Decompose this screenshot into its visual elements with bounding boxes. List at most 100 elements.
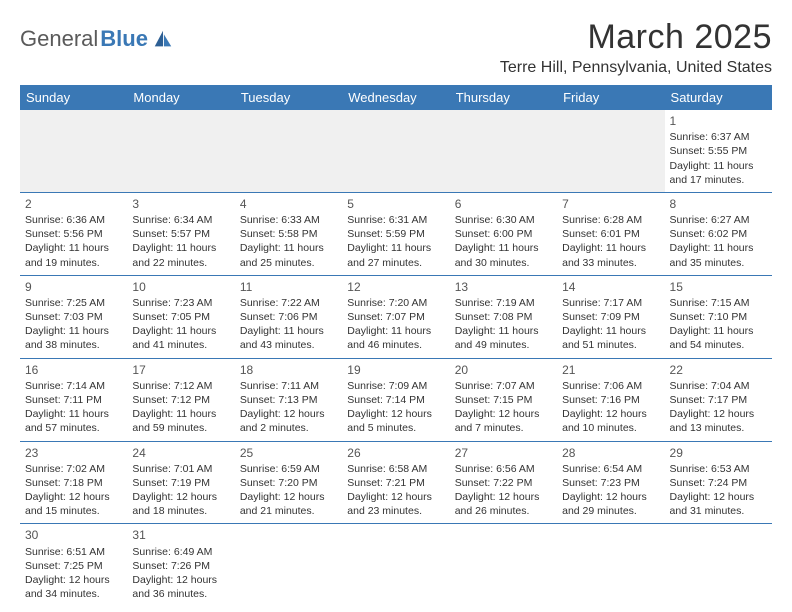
- daylight-text: Daylight: 12 hours and 10 minutes.: [562, 407, 659, 435]
- day-number: 3: [132, 196, 229, 212]
- weekday-header: Tuesday: [235, 85, 342, 110]
- day-number: 28: [562, 445, 659, 461]
- calendar-day-cell: [342, 110, 449, 192]
- daylight-text: Daylight: 12 hours and 36 minutes.: [132, 573, 229, 601]
- daylight-text: Daylight: 12 hours and 5 minutes.: [347, 407, 444, 435]
- calendar-week-row: 2Sunrise: 6:36 AMSunset: 5:56 PMDaylight…: [20, 192, 772, 275]
- daylight-text: Daylight: 11 hours and 51 minutes.: [562, 324, 659, 352]
- day-number: 14: [562, 279, 659, 295]
- logo: GeneralBlue: [20, 26, 174, 52]
- sunrise-text: Sunrise: 7:09 AM: [347, 379, 444, 393]
- logo-text-blue: Blue: [100, 26, 148, 52]
- calendar-week-row: 16Sunrise: 7:14 AMSunset: 7:11 PMDayligh…: [20, 358, 772, 441]
- sunrise-text: Sunrise: 6:36 AM: [25, 213, 122, 227]
- daylight-text: Daylight: 11 hours and 49 minutes.: [455, 324, 552, 352]
- sunrise-text: Sunrise: 7:01 AM: [132, 462, 229, 476]
- day-number: 2: [25, 196, 122, 212]
- daylight-text: Daylight: 12 hours and 23 minutes.: [347, 490, 444, 518]
- calendar-table: SundayMondayTuesdayWednesdayThursdayFrid…: [20, 85, 772, 606]
- day-number: 15: [670, 279, 767, 295]
- daylight-text: Daylight: 11 hours and 19 minutes.: [25, 241, 122, 269]
- day-number: 17: [132, 362, 229, 378]
- sunrise-text: Sunrise: 7:11 AM: [240, 379, 337, 393]
- daylight-text: Daylight: 11 hours and 30 minutes.: [455, 241, 552, 269]
- sail-icon: [152, 28, 174, 50]
- sunset-text: Sunset: 5:56 PM: [25, 227, 122, 241]
- day-number: 18: [240, 362, 337, 378]
- sunset-text: Sunset: 7:03 PM: [25, 310, 122, 324]
- daylight-text: Daylight: 12 hours and 21 minutes.: [240, 490, 337, 518]
- calendar-day-cell: [450, 110, 557, 192]
- sunset-text: Sunset: 7:11 PM: [25, 393, 122, 407]
- title-block: March 2025 Terre Hill, Pennsylvania, Uni…: [500, 18, 772, 77]
- calendar-day-cell: 15Sunrise: 7:15 AMSunset: 7:10 PMDayligh…: [665, 275, 772, 358]
- sunset-text: Sunset: 7:15 PM: [455, 393, 552, 407]
- day-number: 8: [670, 196, 767, 212]
- daylight-text: Daylight: 11 hours and 27 minutes.: [347, 241, 444, 269]
- sunrise-text: Sunrise: 6:34 AM: [132, 213, 229, 227]
- sunset-text: Sunset: 7:21 PM: [347, 476, 444, 490]
- sunrise-text: Sunrise: 6:58 AM: [347, 462, 444, 476]
- sunrise-text: Sunrise: 7:22 AM: [240, 296, 337, 310]
- daylight-text: Daylight: 12 hours and 2 minutes.: [240, 407, 337, 435]
- calendar-day-cell: [557, 524, 664, 606]
- sunset-text: Sunset: 7:19 PM: [132, 476, 229, 490]
- sunset-text: Sunset: 7:17 PM: [670, 393, 767, 407]
- sunrise-text: Sunrise: 7:19 AM: [455, 296, 552, 310]
- calendar-day-cell: 11Sunrise: 7:22 AMSunset: 7:06 PMDayligh…: [235, 275, 342, 358]
- daylight-text: Daylight: 12 hours and 26 minutes.: [455, 490, 552, 518]
- sunset-text: Sunset: 7:09 PM: [562, 310, 659, 324]
- calendar-day-cell: 3Sunrise: 6:34 AMSunset: 5:57 PMDaylight…: [127, 192, 234, 275]
- daylight-text: Daylight: 12 hours and 7 minutes.: [455, 407, 552, 435]
- calendar-day-cell: [127, 110, 234, 192]
- calendar-day-cell: 9Sunrise: 7:25 AMSunset: 7:03 PMDaylight…: [20, 275, 127, 358]
- calendar-day-cell: 7Sunrise: 6:28 AMSunset: 6:01 PMDaylight…: [557, 192, 664, 275]
- sunrise-text: Sunrise: 6:54 AM: [562, 462, 659, 476]
- calendar-day-cell: 31Sunrise: 6:49 AMSunset: 7:26 PMDayligh…: [127, 524, 234, 606]
- day-number: 30: [25, 527, 122, 543]
- day-number: 22: [670, 362, 767, 378]
- day-number: 27: [455, 445, 552, 461]
- day-number: 29: [670, 445, 767, 461]
- sunset-text: Sunset: 7:16 PM: [562, 393, 659, 407]
- sunset-text: Sunset: 7:07 PM: [347, 310, 444, 324]
- sunrise-text: Sunrise: 7:02 AM: [25, 462, 122, 476]
- daylight-text: Daylight: 11 hours and 25 minutes.: [240, 241, 337, 269]
- daylight-text: Daylight: 11 hours and 22 minutes.: [132, 241, 229, 269]
- month-title: March 2025: [500, 18, 772, 57]
- daylight-text: Daylight: 11 hours and 54 minutes.: [670, 324, 767, 352]
- calendar-day-cell: [235, 524, 342, 606]
- calendar-day-cell: 13Sunrise: 7:19 AMSunset: 7:08 PMDayligh…: [450, 275, 557, 358]
- sunrise-text: Sunrise: 7:23 AM: [132, 296, 229, 310]
- calendar-day-cell: [665, 524, 772, 606]
- daylight-text: Daylight: 12 hours and 15 minutes.: [25, 490, 122, 518]
- day-number: 21: [562, 362, 659, 378]
- calendar-day-cell: 17Sunrise: 7:12 AMSunset: 7:12 PMDayligh…: [127, 358, 234, 441]
- sunset-text: Sunset: 7:24 PM: [670, 476, 767, 490]
- day-number: 1: [670, 113, 767, 129]
- sunset-text: Sunset: 7:20 PM: [240, 476, 337, 490]
- calendar-day-cell: 16Sunrise: 7:14 AMSunset: 7:11 PMDayligh…: [20, 358, 127, 441]
- day-number: 5: [347, 196, 444, 212]
- sunset-text: Sunset: 7:08 PM: [455, 310, 552, 324]
- sunset-text: Sunset: 5:58 PM: [240, 227, 337, 241]
- sunset-text: Sunset: 6:01 PM: [562, 227, 659, 241]
- sunset-text: Sunset: 6:02 PM: [670, 227, 767, 241]
- daylight-text: Daylight: 11 hours and 41 minutes.: [132, 324, 229, 352]
- calendar-header-row: SundayMondayTuesdayWednesdayThursdayFrid…: [20, 85, 772, 110]
- weekday-header: Wednesday: [342, 85, 449, 110]
- sunrise-text: Sunrise: 6:59 AM: [240, 462, 337, 476]
- calendar-day-cell: [450, 524, 557, 606]
- calendar-day-cell: 19Sunrise: 7:09 AMSunset: 7:14 PMDayligh…: [342, 358, 449, 441]
- sunset-text: Sunset: 7:22 PM: [455, 476, 552, 490]
- calendar-day-cell: 10Sunrise: 7:23 AMSunset: 7:05 PMDayligh…: [127, 275, 234, 358]
- calendar-week-row: 1Sunrise: 6:37 AMSunset: 5:55 PMDaylight…: [20, 110, 772, 192]
- calendar-day-cell: 30Sunrise: 6:51 AMSunset: 7:25 PMDayligh…: [20, 524, 127, 606]
- calendar-day-cell: 23Sunrise: 7:02 AMSunset: 7:18 PMDayligh…: [20, 441, 127, 524]
- calendar-week-row: 30Sunrise: 6:51 AMSunset: 7:25 PMDayligh…: [20, 524, 772, 606]
- sunset-text: Sunset: 5:59 PM: [347, 227, 444, 241]
- calendar-body: 1Sunrise: 6:37 AMSunset: 5:55 PMDaylight…: [20, 110, 772, 606]
- day-number: 16: [25, 362, 122, 378]
- sunset-text: Sunset: 7:12 PM: [132, 393, 229, 407]
- sunrise-text: Sunrise: 7:20 AM: [347, 296, 444, 310]
